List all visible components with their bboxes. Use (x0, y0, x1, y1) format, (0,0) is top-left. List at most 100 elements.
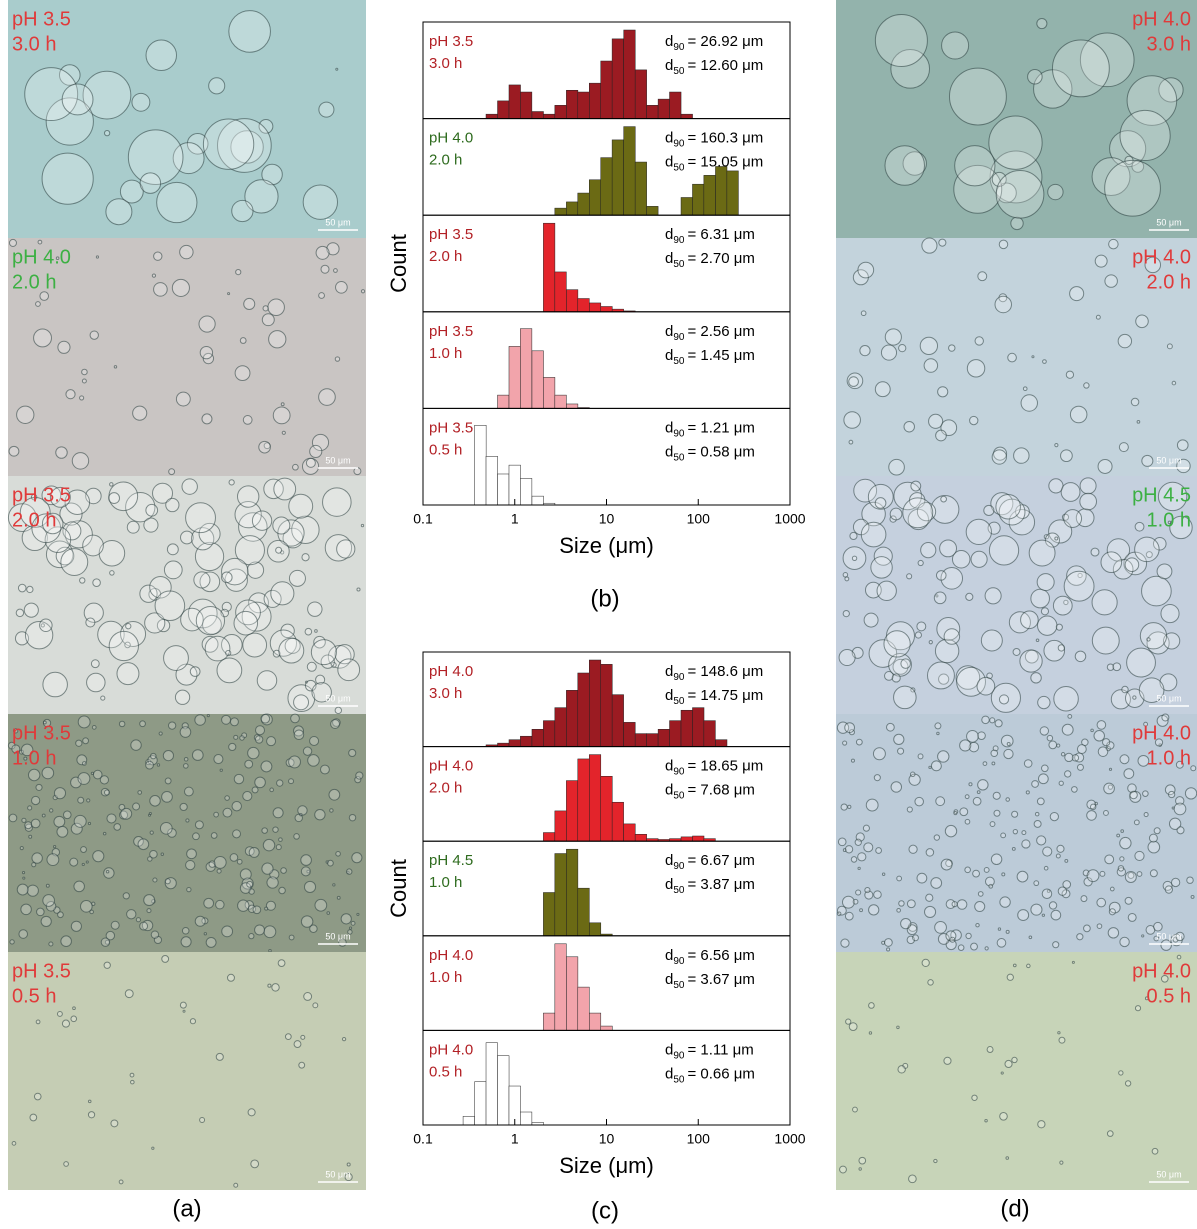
particle (973, 797, 981, 805)
particle (195, 916, 205, 926)
size-stat: d50= 14.75 μm (665, 687, 763, 707)
particle (305, 628, 312, 635)
particle (1038, 696, 1050, 708)
particle (1165, 886, 1172, 893)
particle (236, 270, 241, 275)
particle (148, 857, 152, 861)
histogram-bar (543, 114, 555, 118)
particle (1134, 820, 1139, 825)
particle (1096, 315, 1100, 319)
particle (54, 788, 65, 799)
particle (849, 1023, 857, 1031)
particle (281, 868, 287, 874)
stat-subscript: 50 (673, 259, 685, 270)
particle (204, 898, 214, 908)
histogram-bar (681, 837, 693, 841)
particle (64, 1162, 69, 1167)
stat-subscript: 90 (673, 955, 685, 966)
particle (357, 588, 360, 591)
particle (965, 867, 971, 873)
particle (194, 572, 210, 588)
particle (80, 396, 84, 400)
particle (16, 609, 23, 616)
scale-bar-label: 50 μm (1156, 931, 1181, 941)
histogram-bar (589, 755, 601, 842)
micrograph-time: 1.0 h (1147, 509, 1191, 531)
particle (991, 854, 1001, 864)
histogram-bar (475, 1082, 487, 1125)
particle (972, 1095, 977, 1100)
sample-ph: pH 4.0 (429, 663, 473, 680)
sample-time: 1.0 h (429, 874, 462, 891)
particle (837, 912, 841, 916)
histogram-bar (635, 162, 647, 215)
stat-value: = 1.45 μm (687, 347, 754, 364)
stat-symbol: d (665, 782, 673, 799)
particle (1120, 837, 1131, 848)
particle (1147, 638, 1150, 641)
particle (40, 619, 53, 632)
micrograph: pH 3.52.0 h50 μm (8, 476, 366, 714)
particle (985, 1119, 987, 1121)
particle (1065, 859, 1068, 862)
particle (1087, 811, 1097, 821)
particle (347, 869, 352, 874)
particle (866, 799, 878, 811)
histogram-bar (589, 923, 601, 936)
sample-time: 0.5 h (429, 441, 462, 458)
particle (931, 761, 941, 771)
particle (939, 239, 946, 246)
particle (62, 84, 93, 115)
particle (225, 796, 230, 801)
micrograph: pH 3.50.5 h50 μm (8, 952, 366, 1190)
particle (881, 345, 896, 360)
particle (1109, 909, 1115, 915)
histogram-bar (543, 377, 555, 408)
particle (890, 508, 902, 520)
particle (247, 881, 253, 887)
particle (1051, 910, 1061, 920)
particle (1043, 360, 1047, 364)
particle (334, 269, 338, 273)
particle (936, 571, 946, 581)
sample-time: 2.0 h (429, 152, 462, 169)
particle (214, 856, 226, 868)
histogram-bar (647, 206, 659, 215)
particle (1091, 548, 1099, 556)
particle (180, 245, 193, 258)
particle (871, 557, 892, 578)
particle (146, 504, 158, 516)
particle (1029, 540, 1055, 566)
particle (1014, 448, 1029, 463)
particle (966, 593, 973, 600)
particle (31, 819, 40, 828)
size-stat: d50= 0.66 μm (665, 1065, 755, 1085)
size-stat: d90= 6.56 μm (665, 947, 755, 967)
particle (849, 440, 853, 444)
histogram-bar (509, 740, 521, 747)
particle (1038, 616, 1057, 635)
particle (150, 796, 161, 807)
particle (104, 790, 109, 795)
particle (1152, 1148, 1158, 1154)
particle (858, 853, 866, 861)
histogram-bar (486, 114, 498, 118)
particle (1034, 820, 1041, 827)
histogram-bar (681, 197, 693, 215)
histogram-bar (520, 92, 532, 119)
particle (278, 960, 285, 967)
histogram-bar (463, 1116, 475, 1125)
particle (255, 777, 266, 788)
particle (319, 102, 334, 117)
stat-subscript: 50 (673, 162, 685, 173)
particle (220, 769, 222, 771)
particle (996, 170, 1044, 218)
stat-value: = 12.60 μm (687, 57, 763, 74)
particle (903, 498, 933, 528)
micrograph-time: 3.0 h (12, 33, 56, 55)
histogram-bar (635, 834, 647, 841)
particle (83, 762, 87, 766)
particle (57, 826, 68, 837)
particle (969, 783, 972, 786)
particle (336, 281, 348, 293)
